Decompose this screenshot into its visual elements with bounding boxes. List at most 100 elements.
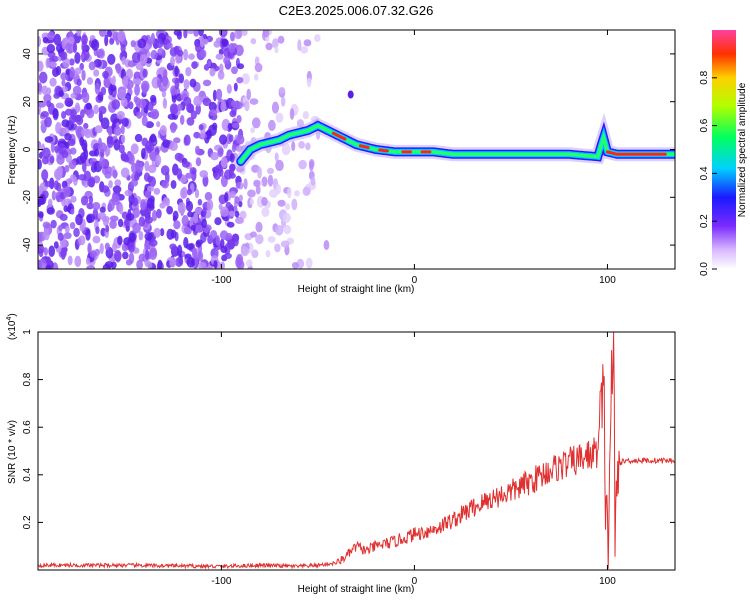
noise-blob	[235, 134, 245, 145]
noise-blob	[255, 221, 263, 233]
noise-blob	[272, 38, 279, 49]
noise-blob	[215, 235, 221, 247]
trace-hot	[358, 144, 370, 150]
noise-blob	[99, 242, 104, 255]
noise-blob	[38, 231, 43, 243]
noise-blob	[157, 47, 165, 56]
noise-blob	[64, 225, 70, 233]
noise-blob	[69, 58, 75, 66]
noise-blob	[174, 152, 183, 162]
noise-blob	[229, 31, 236, 42]
noise-blob	[219, 30, 227, 35]
noise-blob	[240, 246, 250, 257]
noise-blob	[202, 97, 212, 107]
noise-blob	[142, 68, 148, 78]
y-tick-label: 40	[22, 48, 33, 60]
noise-blob	[237, 63, 245, 70]
noise-blob	[243, 178, 248, 190]
noise-blob	[74, 67, 82, 75]
noise-blob	[38, 151, 43, 159]
noise-blob	[208, 124, 217, 136]
noise-blob	[199, 36, 205, 48]
noise-blob	[130, 143, 139, 155]
noise-blob	[177, 244, 183, 257]
noise-blob	[98, 105, 107, 115]
noise-blob	[169, 141, 178, 152]
noise-blob	[162, 139, 171, 148]
noise-blob	[130, 40, 136, 48]
trace-hot	[605, 150, 667, 156]
noise-blob	[323, 240, 330, 251]
noise-blob	[228, 42, 236, 54]
noise-blob	[134, 71, 140, 79]
noise-blob	[94, 125, 103, 134]
noise-blob	[235, 256, 243, 269]
noise-blob	[198, 124, 204, 131]
noise-blob	[75, 213, 83, 226]
noise-blob	[185, 66, 192, 77]
noise-blob	[125, 259, 133, 266]
noise-blob	[113, 126, 122, 136]
noise-blob	[282, 212, 291, 223]
noise-blob	[127, 241, 135, 253]
noise-blob	[141, 115, 148, 127]
noise-blob	[128, 101, 134, 110]
noise-blob	[74, 105, 81, 113]
noise-blob	[200, 49, 207, 59]
noise-blob	[291, 262, 299, 269]
noise-blob	[150, 108, 160, 120]
noise-blob	[261, 207, 270, 218]
noise-blob	[88, 61, 96, 71]
noise-blob	[52, 107, 59, 119]
noise-blob	[214, 217, 222, 226]
snr-panel: -100 0 100 0.2 0.4 0.6 0.8 1 Height of straigh…	[6, 313, 676, 595]
noise-blob	[187, 103, 195, 114]
scale-label: (x10	[7, 320, 18, 340]
noise-blob	[124, 189, 133, 197]
noise-blob	[286, 186, 292, 199]
noise-blob	[42, 36, 49, 44]
x-tick-label: 0	[412, 275, 418, 286]
noise-blob	[153, 227, 161, 238]
noise-blob	[81, 161, 87, 173]
noise-blob	[109, 38, 115, 45]
svg-text:(x104): (x104)	[6, 313, 18, 340]
figure-title: C2E3.2025.006.07.32.G26	[279, 3, 434, 18]
noise-blob	[181, 161, 191, 168]
noise-blob	[87, 178, 95, 188]
noise-blob	[177, 49, 184, 57]
noise-blob	[38, 36, 42, 47]
noise-blob	[64, 97, 74, 107]
noise-blob	[305, 257, 313, 269]
noise-blob	[138, 230, 144, 241]
noise-blob	[63, 205, 69, 212]
noise-blob	[86, 108, 95, 119]
noise-blob	[104, 34, 109, 47]
noise-blob	[164, 197, 170, 207]
noise-blob	[193, 95, 203, 107]
noise-blob	[172, 210, 179, 221]
noise-blob	[235, 182, 241, 189]
noise-blob	[83, 181, 89, 188]
noise-blob	[208, 109, 218, 117]
noise-blob	[191, 61, 198, 69]
noise-blob	[75, 116, 84, 126]
noise-blob	[185, 172, 194, 179]
noise-blob	[197, 262, 207, 269]
noise-blob	[76, 78, 82, 87]
noise-blob	[69, 174, 77, 182]
noise-blob	[193, 212, 199, 224]
noise-blob	[113, 139, 121, 151]
noise-blob	[53, 241, 59, 249]
noise-blob	[38, 71, 48, 84]
noise-blob	[140, 147, 146, 159]
colorbar-gradient	[712, 30, 736, 269]
top-x-axis-label: Height of straight line (km)	[298, 284, 415, 295]
noise-blob	[138, 253, 147, 262]
noise-blob	[208, 101, 217, 112]
noise-blob	[266, 167, 275, 175]
noise-blob	[77, 174, 87, 181]
noise-blob	[297, 39, 302, 52]
noise-blob	[100, 86, 107, 96]
noise-blob	[93, 69, 100, 77]
